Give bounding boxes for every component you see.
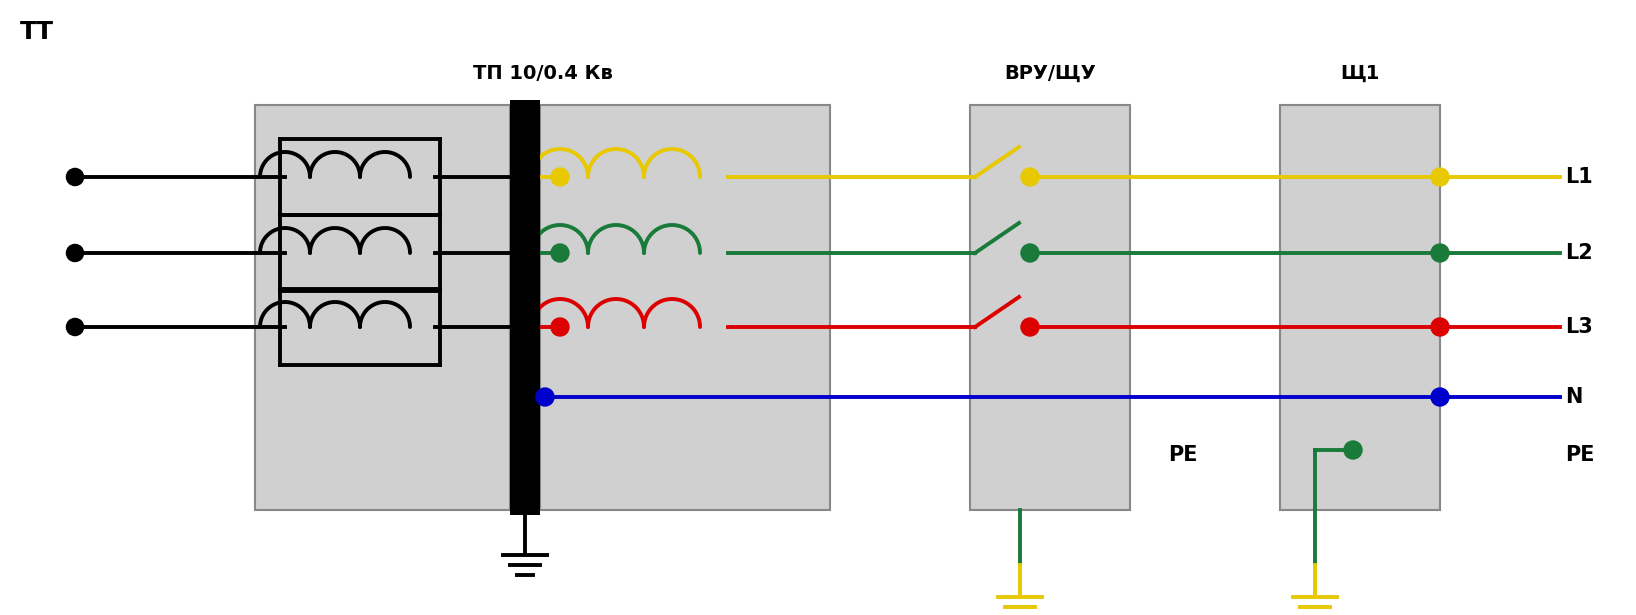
Circle shape [551, 244, 569, 262]
Circle shape [1432, 244, 1449, 262]
Text: N: N [1566, 387, 1582, 407]
Circle shape [551, 318, 569, 336]
Circle shape [1345, 441, 1363, 459]
Bar [1279, 105, 1440, 510]
Text: ТП 10/0.4 Кв: ТП 10/0.4 Кв [473, 64, 612, 83]
Circle shape [1432, 168, 1449, 186]
Circle shape [67, 244, 83, 261]
Circle shape [537, 388, 555, 406]
Text: Щ1: Щ1 [1340, 64, 1379, 83]
Text: L2: L2 [1566, 243, 1593, 263]
Circle shape [1021, 244, 1039, 262]
Circle shape [1432, 388, 1449, 406]
Text: L3: L3 [1566, 317, 1593, 337]
Bar [970, 105, 1130, 510]
Circle shape [1021, 318, 1039, 336]
Circle shape [1021, 168, 1039, 186]
Bar [540, 105, 829, 510]
Circle shape [67, 169, 83, 186]
Text: PE: PE [1168, 445, 1198, 465]
Bar [255, 105, 510, 510]
Circle shape [551, 168, 569, 186]
Circle shape [67, 319, 83, 336]
Circle shape [1432, 318, 1449, 336]
Bar [510, 100, 540, 515]
Text: L1: L1 [1566, 167, 1593, 187]
Text: ТТ: ТТ [20, 20, 54, 44]
Text: ВРУ/ЩУ: ВРУ/ЩУ [1005, 64, 1096, 83]
Text: PE: PE [1566, 445, 1595, 465]
